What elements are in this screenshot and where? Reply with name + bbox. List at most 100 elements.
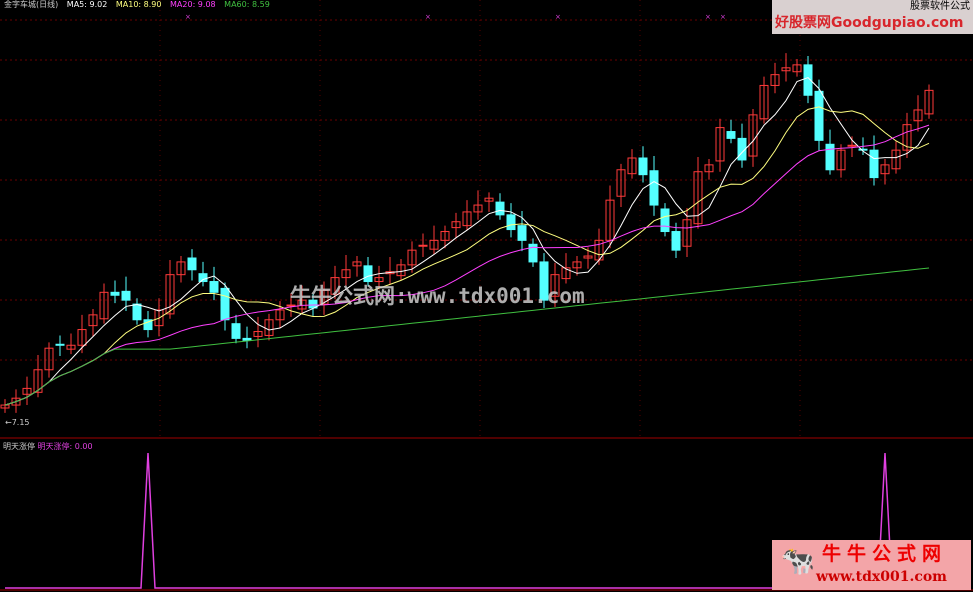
candle-body bbox=[55, 343, 65, 346]
marker-x: × bbox=[705, 13, 711, 21]
candle-body bbox=[660, 208, 670, 233]
candle-body bbox=[561, 267, 571, 280]
candle-body bbox=[352, 261, 362, 267]
candle-body bbox=[220, 287, 230, 321]
candle-body bbox=[913, 109, 923, 122]
cow-icon: 🐄 bbox=[780, 544, 815, 577]
candle-body bbox=[627, 157, 637, 175]
candle-body bbox=[484, 197, 494, 202]
marker-x: × bbox=[720, 13, 726, 21]
candle-body bbox=[176, 261, 186, 276]
ma20-label: MA20: 9.08 bbox=[170, 0, 216, 9]
marker-x: × bbox=[185, 13, 191, 21]
candle-body bbox=[374, 277, 384, 283]
logo-goodgupiao[interactable]: 股票软件公式 好股票网Goodgupiao.com bbox=[772, 0, 973, 34]
logo-url: www.tdx001.com bbox=[816, 569, 947, 585]
candle-body bbox=[847, 144, 857, 147]
candle-body bbox=[209, 281, 219, 293]
candle-body bbox=[33, 369, 43, 393]
candle-body bbox=[759, 84, 769, 120]
candle-body bbox=[242, 337, 252, 341]
candle-body bbox=[341, 269, 351, 279]
watermark: 牛牛公式网:www.tdx001.com bbox=[290, 284, 585, 308]
candle-body bbox=[517, 225, 527, 241]
candle-body bbox=[770, 74, 780, 86]
candle-body bbox=[539, 261, 549, 301]
candle-body bbox=[297, 299, 307, 310]
low-price-label: ←7.15 bbox=[5, 418, 30, 427]
candle-body bbox=[671, 231, 681, 251]
logo-sub: 股票软件公式 bbox=[910, 1, 970, 12]
ma5-line bbox=[4, 77, 930, 406]
candle-body bbox=[781, 67, 791, 72]
candle-body bbox=[198, 273, 208, 283]
candle-body bbox=[693, 171, 703, 225]
candle-body bbox=[869, 149, 879, 179]
candle-body bbox=[121, 290, 131, 301]
candle-body bbox=[99, 291, 109, 320]
candle-body bbox=[275, 309, 285, 321]
ma5-label: MA5: 9.02 bbox=[66, 0, 108, 9]
candle-body bbox=[407, 249, 417, 266]
candle-body bbox=[143, 319, 153, 331]
candle-body bbox=[715, 127, 725, 162]
candle-body bbox=[682, 219, 692, 247]
indicator-legend: 明天涨停 明天涨停: 0.00 bbox=[3, 441, 93, 452]
candle-body bbox=[66, 344, 76, 350]
candle-body bbox=[704, 164, 714, 173]
candle-body bbox=[187, 257, 197, 271]
candle-body bbox=[506, 214, 516, 231]
candle-body bbox=[231, 323, 241, 339]
candle-body bbox=[495, 201, 505, 216]
candle-body bbox=[319, 289, 329, 305]
candle-body bbox=[902, 124, 912, 151]
candle-body bbox=[110, 291, 120, 296]
candle-body bbox=[165, 274, 175, 315]
ma10-line bbox=[4, 106, 930, 406]
candle-body bbox=[440, 231, 450, 241]
ma20-line bbox=[4, 124, 930, 406]
candle-body bbox=[638, 157, 648, 176]
indicator-value: 明天涨停: 0.00 bbox=[37, 442, 93, 451]
candle-body bbox=[330, 277, 340, 295]
candle-body bbox=[132, 303, 142, 321]
candle-body bbox=[473, 204, 483, 213]
candle-body bbox=[462, 211, 472, 227]
candle-body bbox=[880, 164, 890, 175]
ma10-label: MA10: 8.90 bbox=[115, 0, 162, 9]
candle-body bbox=[792, 64, 802, 73]
candle-body bbox=[726, 131, 736, 139]
candle-body bbox=[154, 309, 164, 327]
candle-body bbox=[616, 169, 626, 197]
candle-body bbox=[858, 148, 868, 151]
candle-body bbox=[88, 314, 98, 327]
candle-body bbox=[836, 149, 846, 171]
candle-body bbox=[77, 329, 87, 346]
ma-legend: 金字车城(日线) MA5: 9.02 MA10: 8.90 MA20: 9.08… bbox=[4, 0, 276, 10]
candle-body bbox=[418, 244, 428, 247]
candle-body bbox=[451, 221, 461, 229]
candle-body bbox=[583, 255, 593, 259]
candle-body bbox=[891, 149, 901, 170]
candle-body bbox=[286, 304, 296, 307]
logo-tdx001[interactable]: 🐄 牛牛公式网 www.tdx001.com bbox=[772, 540, 971, 590]
candle-body bbox=[429, 239, 439, 250]
candle-body bbox=[528, 243, 538, 263]
candle-body bbox=[253, 331, 263, 337]
candle-body bbox=[825, 143, 835, 171]
candle-body bbox=[803, 64, 813, 96]
candle-body bbox=[22, 387, 32, 395]
indicator-name: 明天涨停 bbox=[3, 442, 35, 451]
ma60-line bbox=[4, 267, 930, 406]
candle-body bbox=[44, 347, 54, 371]
candle-body bbox=[572, 261, 582, 269]
candle-body bbox=[814, 90, 824, 141]
candle-body bbox=[737, 137, 747, 161]
ma60-label: MA60: 8.59 bbox=[224, 0, 270, 9]
candle-body bbox=[363, 265, 373, 283]
candle-body bbox=[308, 299, 318, 309]
marker-x: × bbox=[425, 13, 431, 21]
candle-body bbox=[649, 170, 659, 206]
